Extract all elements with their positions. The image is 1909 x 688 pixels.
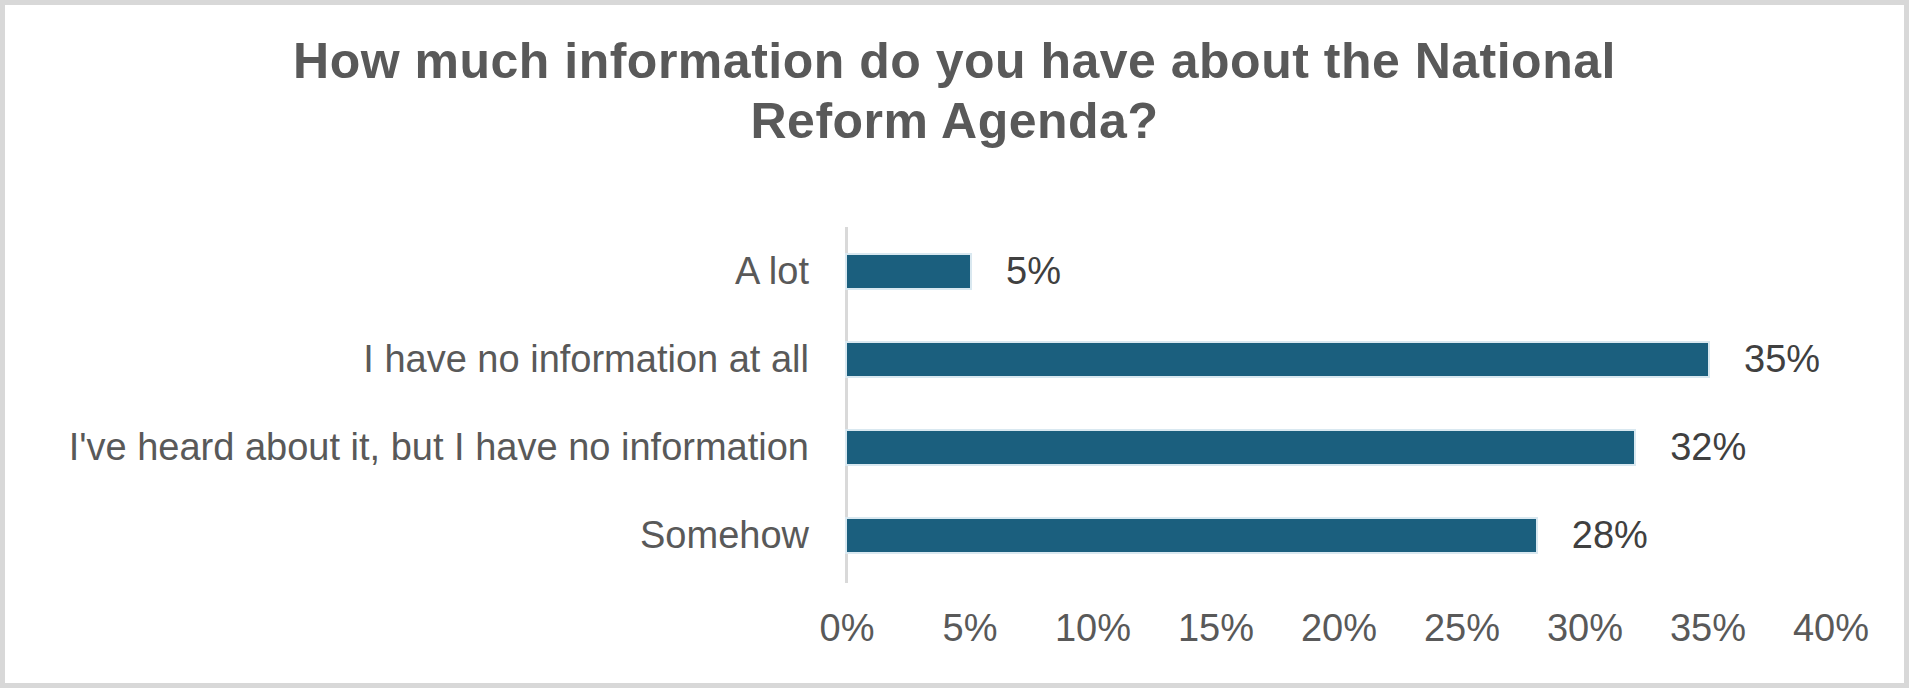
x-axis-tick-label: 0%	[820, 607, 875, 650]
bar-row: I have no information at all 35%	[5, 315, 1904, 403]
chart-title-line-1: How much information do you have about t…	[5, 31, 1904, 91]
x-axis-tick-label: 5%	[943, 607, 998, 650]
bar-row: I've heard about it, but I have no infor…	[5, 404, 1904, 492]
bar	[845, 429, 1636, 466]
category-label: Somehow	[5, 514, 845, 557]
bar-row: Somehow 28%	[5, 492, 1904, 580]
bar-chart-figure: How much information do you have about t…	[0, 0, 1909, 688]
x-axis-tick-label: 40%	[1793, 607, 1869, 650]
chart-title-line-2: Reform Agenda?	[5, 91, 1904, 151]
x-axis-tick-label: 35%	[1670, 607, 1746, 650]
bar-track: 5%	[845, 227, 1829, 315]
value-label: 5%	[1006, 250, 1061, 293]
chart-title: How much information do you have about t…	[5, 31, 1904, 151]
bar	[845, 517, 1538, 554]
bar	[845, 341, 1710, 378]
plot-area: A lot 5% I have no information at all 35…	[5, 227, 1904, 580]
value-label: 32%	[1670, 426, 1746, 469]
value-label: 28%	[1572, 514, 1648, 557]
category-label: A lot	[5, 250, 845, 293]
category-label: I have no information at all	[5, 338, 845, 381]
bar-track: 32%	[845, 404, 1829, 492]
x-axis: 0% 5% 10% 15% 20% 25% 30% 35% 40%	[847, 607, 1831, 657]
x-axis-tick-label: 20%	[1301, 607, 1377, 650]
x-axis-tick-label: 10%	[1055, 607, 1131, 650]
x-axis-tick-label: 25%	[1424, 607, 1500, 650]
bar-track: 28%	[845, 492, 1829, 580]
x-axis-tick-label: 30%	[1547, 607, 1623, 650]
bar	[845, 253, 972, 290]
value-label: 35%	[1744, 338, 1820, 381]
bar-row: A lot 5%	[5, 227, 1904, 315]
category-label: I've heard about it, but I have no infor…	[5, 426, 845, 469]
bar-track: 35%	[845, 315, 1829, 403]
x-axis-tick-label: 15%	[1178, 607, 1254, 650]
